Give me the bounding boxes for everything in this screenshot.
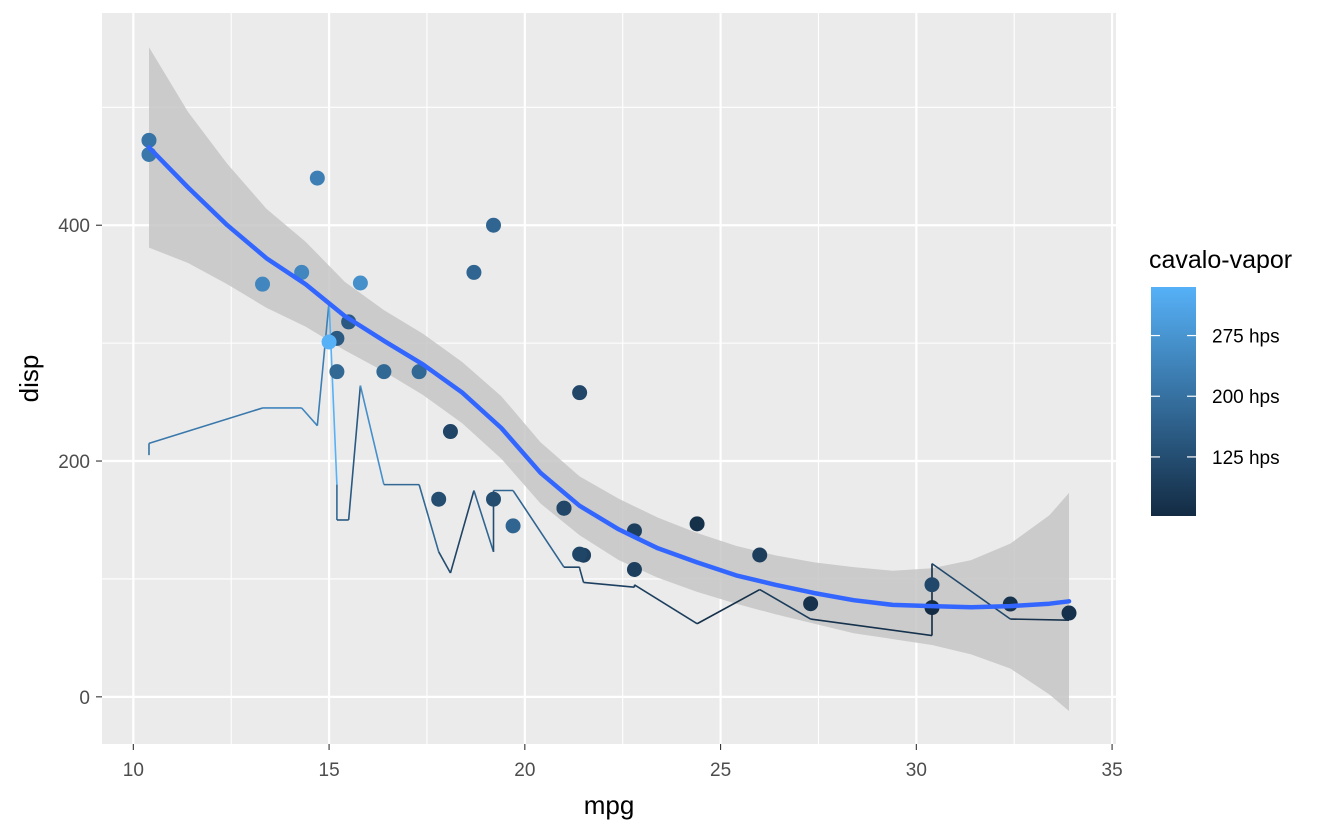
- data-point: [486, 217, 502, 233]
- hp-line-segment: [449, 490, 475, 574]
- smooth-line: [146, 145, 1072, 610]
- data-point: [255, 276, 271, 292]
- hp-line-segment: [437, 551, 452, 574]
- hp-line-segment: [418, 484, 440, 553]
- data-point: [466, 264, 482, 280]
- hp-line-segment: [328, 301, 338, 485]
- data-point: [486, 491, 502, 507]
- hp-line-segment: [359, 385, 385, 485]
- data-point: [752, 547, 768, 563]
- data-point: [1061, 605, 1077, 621]
- y-tick-label: 200: [58, 452, 90, 473]
- hp-line-segment: [583, 581, 635, 588]
- x-axis-title: mpg: [584, 790, 635, 820]
- legend-colorbar: [1151, 287, 1196, 516]
- data-point: [329, 364, 345, 380]
- legend-label: 275 hps: [1212, 327, 1280, 348]
- legend-label: 125 hps: [1212, 448, 1280, 469]
- data-point: [803, 596, 819, 612]
- x-tick-label: 25: [710, 760, 731, 781]
- data-point: [352, 275, 368, 291]
- x-tick-label: 35: [1102, 760, 1123, 781]
- scatter-points: [141, 132, 1077, 621]
- y-tick-label: 0: [79, 688, 90, 709]
- hp-line-segment: [1010, 618, 1070, 622]
- hp-line-segment: [578, 568, 585, 583]
- x-tick-label: 20: [514, 760, 535, 781]
- data-point: [141, 132, 157, 148]
- data-point: [431, 491, 447, 507]
- data-point: [321, 334, 337, 350]
- hp-line-segment: [810, 618, 933, 637]
- data-point: [505, 518, 521, 534]
- hp-line-segment: [148, 407, 263, 445]
- data-point: [572, 385, 588, 401]
- data-point: [626, 562, 642, 578]
- hp-line-segment: [512, 490, 565, 568]
- hp-line-segment: [696, 588, 761, 625]
- data-point: [689, 516, 705, 532]
- hp-line: [148, 301, 1070, 637]
- data-point: [294, 264, 310, 280]
- hp-line-segment: [347, 385, 362, 521]
- legend: cavalo-vapor 275 hps 200 hps 125 hps: [1149, 246, 1292, 516]
- data-point: [376, 364, 392, 380]
- y-axis-title: disp: [14, 355, 44, 403]
- hp-line-segment: [931, 562, 1011, 620]
- y-tick-label: 400: [58, 216, 90, 237]
- data-point: [411, 364, 427, 380]
- legend-ticks: 275 hps 200 hps 125 hps: [1151, 327, 1280, 469]
- x-tick-label: 10: [123, 760, 144, 781]
- grid-major: [102, 13, 1116, 744]
- confidence-ribbon: [149, 47, 1069, 711]
- data-point: [924, 577, 940, 593]
- data-point: [556, 500, 572, 516]
- hp-line-segment: [634, 584, 698, 625]
- data-point: [572, 546, 588, 562]
- hp-line-segment: [473, 490, 495, 553]
- x-tick-label: 30: [906, 760, 927, 781]
- hp-line-segment: [759, 588, 812, 620]
- x-tick-label: 15: [319, 760, 340, 781]
- data-point: [309, 170, 325, 186]
- hp-line-segment: [316, 301, 330, 426]
- data-point: [442, 424, 458, 440]
- legend-title: cavalo-vapor: [1149, 246, 1292, 274]
- y-axis: 0 200 400: [58, 216, 102, 709]
- legend-label: 200 hps: [1212, 387, 1280, 408]
- x-axis: 10 15 20 25 30 35: [123, 744, 1123, 781]
- hp-line-segment: [301, 407, 318, 427]
